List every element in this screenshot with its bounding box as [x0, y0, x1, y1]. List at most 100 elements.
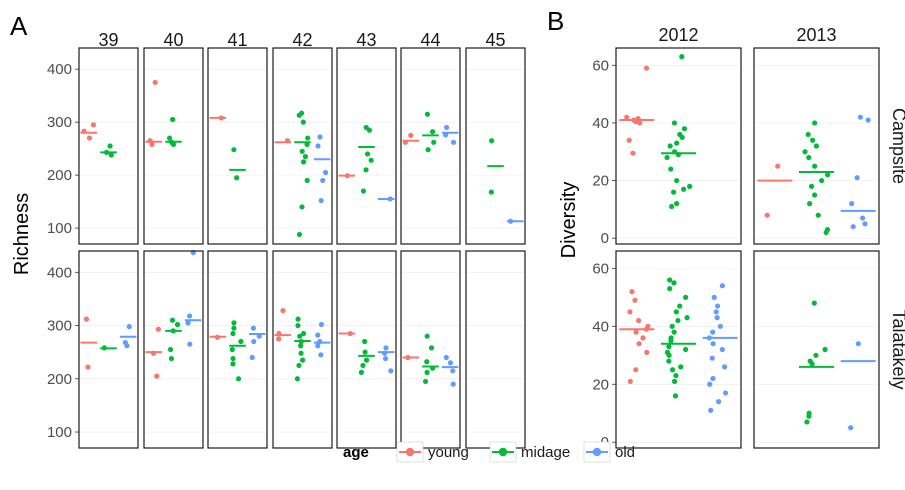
column-strip-label: 45 [485, 30, 505, 50]
facet-border [143, 250, 204, 449]
facet-border [615, 47, 742, 245]
data-point-old [711, 294, 717, 300]
data-point-old [857, 114, 863, 120]
data-point-old [719, 346, 725, 353]
data-point-midage [430, 129, 436, 135]
diversity-axis-title: Diversity [558, 182, 580, 259]
data-point-midage [666, 358, 672, 364]
data-point-midage [230, 330, 236, 337]
data-point-old [322, 169, 329, 176]
data-point-midage [300, 159, 307, 165]
y-tick-label: 0 [601, 230, 609, 247]
data-point-midage [677, 303, 683, 309]
data-point-old [507, 218, 514, 224]
facet-border [336, 47, 397, 245]
data-point-midage [424, 359, 430, 365]
facet-border [400, 47, 461, 245]
data-point-midage [667, 286, 673, 292]
data-point-midage [667, 143, 673, 149]
data-point-midage [363, 357, 370, 363]
data-point-young [640, 335, 646, 341]
data-point-midage [681, 126, 688, 132]
data-point-midage [675, 317, 681, 324]
data-point-midage [683, 294, 689, 300]
facet-cell [143, 249, 204, 449]
facet-cell [207, 47, 268, 245]
data-point-midage [174, 321, 181, 328]
legend: age young midage old [343, 441, 635, 463]
data-point-midage [103, 149, 110, 155]
y-tick-label: 40 [592, 115, 609, 132]
data-point-midage [363, 167, 369, 173]
data-point-midage [167, 346, 174, 353]
data-point-midage [166, 135, 173, 141]
data-point-midage [169, 317, 176, 323]
facet-border [336, 250, 397, 449]
data-point-midage [808, 183, 815, 189]
data-point-young [276, 336, 282, 342]
facet-cell [336, 47, 397, 245]
column-strip-label: 42 [292, 30, 312, 50]
data-point-midage [669, 367, 676, 373]
facet-cell [615, 47, 742, 245]
data-point-midage [822, 346, 828, 353]
data-point-midage [368, 157, 374, 163]
data-point-young [81, 128, 87, 134]
data-point-young [344, 173, 351, 179]
data-point-young [408, 132, 414, 139]
data-point-young [284, 138, 291, 144]
data-point-young [154, 373, 160, 379]
data-point-midage [684, 315, 690, 321]
data-point-midage [819, 177, 825, 184]
data-point-midage [668, 166, 674, 172]
data-point-young [643, 65, 650, 71]
data-point-old [187, 313, 193, 319]
data-point-midage [170, 328, 176, 334]
diversity-facet-grid: 0204060020406020122013CampsiteTalatakely [592, 25, 905, 451]
data-point-midage [231, 325, 237, 331]
data-point-young [218, 115, 224, 121]
legend-item-midage: midage [489, 441, 570, 463]
data-point-young [764, 212, 770, 218]
data-point-old [708, 407, 714, 413]
data-point-midage [170, 141, 177, 148]
data-point-midage [305, 135, 311, 141]
data-point-young [280, 308, 286, 314]
panel-b-label: B [547, 6, 564, 36]
data-point-midage [234, 175, 240, 181]
data-point-midage [168, 355, 175, 362]
data-point-young [632, 297, 638, 303]
data-point-midage [811, 300, 817, 306]
data-point-old [315, 143, 321, 149]
data-point-midage [812, 163, 818, 169]
data-point-old [318, 321, 325, 328]
data-point-old [860, 215, 866, 221]
data-point-young [629, 288, 635, 295]
data-point-old [126, 324, 132, 330]
data-point-midage [804, 419, 810, 425]
data-point-old [707, 381, 713, 387]
data-point-young [644, 349, 650, 355]
data-point-young [624, 114, 630, 120]
column-strip-label: 43 [356, 30, 376, 50]
data-point-midage [170, 116, 176, 123]
data-point-young [276, 330, 282, 337]
data-point-young [626, 137, 632, 143]
data-point-midage [231, 147, 237, 153]
data-point-old [318, 197, 324, 204]
data-point-midage [297, 333, 303, 339]
data-point-old [722, 390, 729, 396]
data-point-young [402, 139, 409, 145]
data-point-midage [231, 320, 237, 326]
legend-label-old: old [615, 444, 635, 461]
data-point-midage [298, 338, 304, 345]
data-point-midage [815, 212, 821, 218]
data-point-midage [671, 280, 677, 286]
facet-cell [615, 250, 742, 449]
data-point-old [315, 332, 321, 338]
data-point-midage [238, 338, 244, 345]
data-point-midage [812, 120, 818, 126]
data-point-midage [664, 154, 670, 161]
facet-border [753, 250, 880, 449]
